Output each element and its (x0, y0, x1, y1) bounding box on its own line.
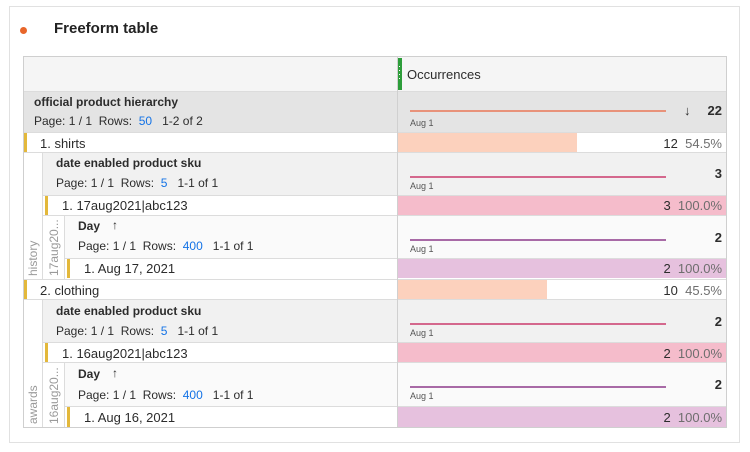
table-row-label[interactable]: 2. clothing (40, 283, 100, 298)
table-row-label[interactable]: 1. 16aug2021|abc123 (62, 346, 188, 361)
row-value: 3 100.0% (663, 198, 722, 213)
row-value: 2 100.0% (663, 346, 722, 361)
arrow-down-icon[interactable]: ↓ (684, 103, 691, 118)
dimension-header-sub (43, 300, 726, 342)
rows-per-page-select[interactable]: 400 (182, 239, 203, 253)
arrow-up-icon[interactable]: ↑ (112, 366, 118, 380)
panel-status-dot (20, 27, 27, 34)
table-row-label[interactable]: 1. 17aug2021|abc123 (62, 198, 188, 213)
dimension-title[interactable]: date enabled product sku (56, 156, 202, 170)
row-value: 2 100.0% (663, 410, 722, 425)
table-row-label[interactable]: 1. Aug 17, 2021 (84, 261, 176, 276)
pagination-info: Page: 1 / 1 Rows: 5 1-1 of 1 (56, 324, 219, 338)
column-header (24, 57, 726, 91)
percent-bar (397, 343, 726, 362)
percent-bar (397, 407, 726, 427)
rows-per-page-select[interactable]: 50 (138, 114, 153, 128)
panel-title[interactable]: Freeform table (54, 20, 159, 37)
sparkline (410, 239, 666, 241)
column-total: 2 (714, 314, 722, 329)
row-marker (67, 259, 70, 278)
sparkline-axis-label: Aug 1 (410, 118, 434, 128)
breakdown-side-label: history (26, 240, 40, 276)
column-total: 3 (714, 166, 722, 181)
pagination-info: Page: 1 / 1 Rows: 400 1-1 of 1 (78, 388, 254, 402)
pagination-info: Page: 1 / 1 Rows: 400 1-1 of 1 (78, 239, 254, 253)
rows-per-page-select[interactable]: 5 (160, 176, 168, 190)
percent-bar (397, 196, 726, 215)
dimension-header-day (65, 216, 726, 258)
dimension-header-root (24, 92, 726, 132)
row-marker (45, 343, 48, 362)
metric-header-occurrences[interactable]: Occurrences (407, 67, 481, 82)
percent-bar (397, 259, 726, 278)
dimension-header-sub (43, 153, 726, 195)
breakdown-side-label: awards (26, 385, 40, 424)
arrow-up-icon[interactable]: ↑ (112, 218, 118, 232)
row-marker (24, 280, 27, 299)
row-value: 10 45.5% (663, 283, 722, 298)
dimension-title[interactable]: official product hierarchy (34, 95, 179, 109)
pagination-info: Page: 1 / 1 Rows: 5 1-1 of 1 (56, 176, 219, 190)
rows-per-page-select[interactable]: 5 (160, 324, 168, 338)
breakdown-side-label: 16aug20... (47, 367, 61, 424)
row-marker (24, 133, 27, 152)
sparkline (410, 176, 666, 178)
dimension-title[interactable]: Day (78, 219, 101, 233)
row-value: 2 100.0% (663, 261, 722, 276)
column-resize-handle[interactable] (397, 58, 402, 90)
sparkline-axis-label: Aug 1 (410, 391, 434, 401)
row-value: 12 54.5% (663, 136, 722, 151)
table-row-label[interactable]: 1. shirts (40, 136, 86, 151)
rows-per-page-select[interactable]: 400 (182, 388, 203, 402)
sparkline-axis-label: Aug 1 (410, 181, 434, 191)
column-total: 2 (714, 230, 722, 245)
column-total: 22 (707, 103, 722, 118)
dimension-title[interactable]: Day (78, 367, 101, 381)
freeform-table: Occurrences official product hierarchy P… (23, 56, 727, 428)
row-marker (67, 407, 70, 427)
column-total: 2 (714, 377, 722, 392)
pagination-info: Page: 1 / 1 Rows: 50 1-2 of 2 (34, 114, 203, 128)
dimension-title[interactable]: date enabled product sku (56, 304, 202, 318)
sparkline-axis-label: Aug 1 (410, 244, 434, 254)
sparkline (410, 323, 666, 325)
percent-bar (397, 280, 547, 299)
breakdown-side-label: 17aug20... (47, 219, 61, 276)
table-row-label[interactable]: 1. Aug 16, 2021 (84, 410, 176, 425)
percent-bar (397, 133, 577, 152)
sparkline-axis-label: Aug 1 (410, 328, 434, 338)
row-marker (45, 196, 48, 215)
dimension-header-day (65, 363, 726, 406)
sparkline (410, 110, 666, 112)
sparkline (410, 386, 666, 388)
